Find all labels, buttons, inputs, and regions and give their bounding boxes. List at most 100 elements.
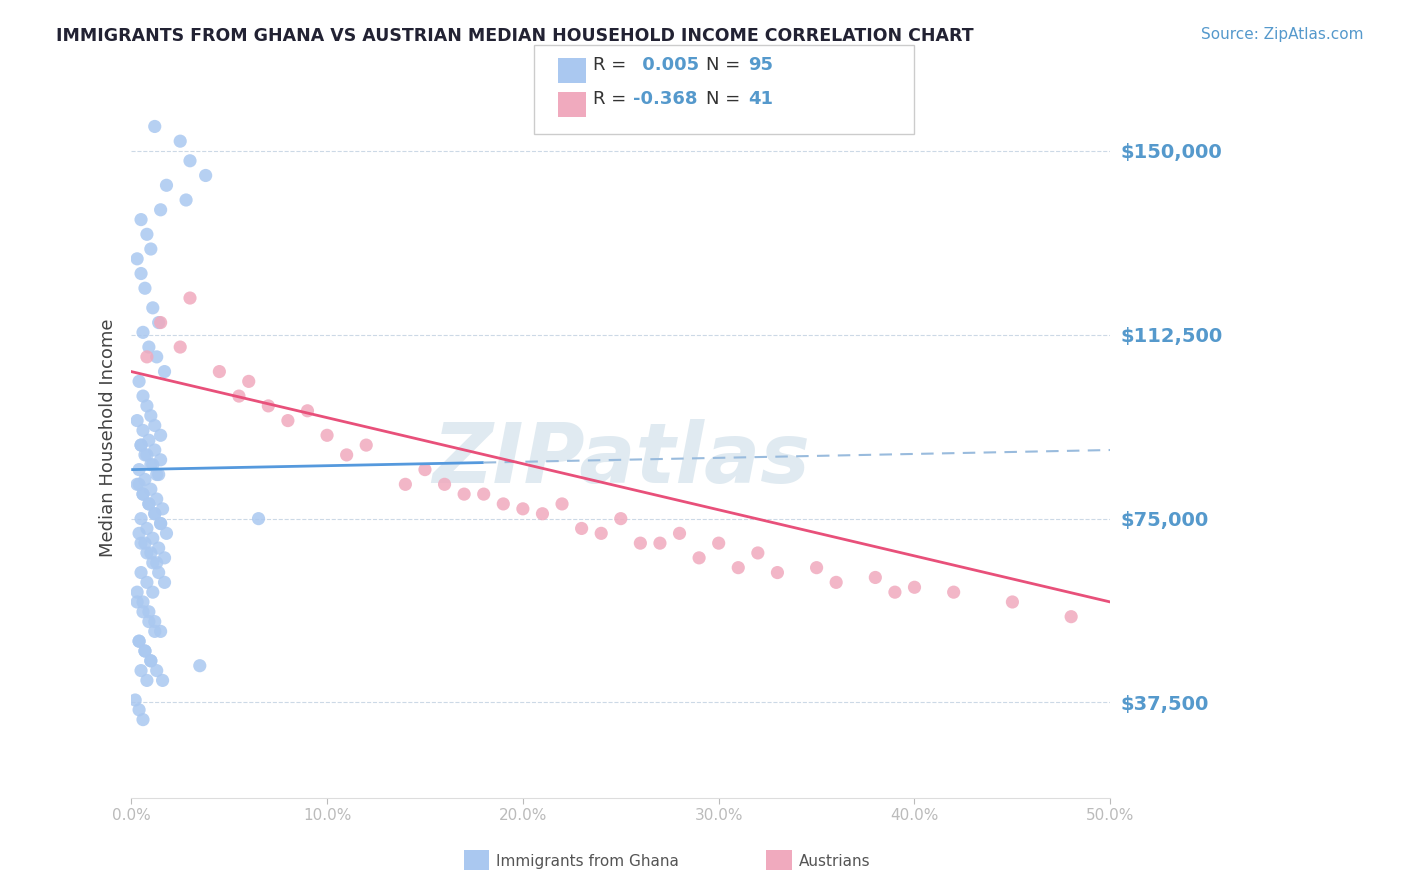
Point <box>143 615 166 629</box>
Point <box>707 536 730 550</box>
Point <box>143 624 166 639</box>
Text: ZIPatlas: ZIPatlas <box>432 419 810 500</box>
Point <box>129 438 152 452</box>
Point <box>134 448 156 462</box>
Point <box>132 389 155 403</box>
Point <box>128 526 150 541</box>
Point <box>135 399 157 413</box>
Point <box>591 526 613 541</box>
Point <box>149 624 172 639</box>
Point <box>129 566 152 580</box>
Point <box>492 497 515 511</box>
Point <box>942 585 965 599</box>
Point <box>134 644 156 658</box>
Point <box>257 399 280 413</box>
Point <box>142 531 165 545</box>
Point <box>277 414 299 428</box>
Point <box>1060 609 1083 624</box>
Point <box>155 526 177 541</box>
Point <box>124 693 146 707</box>
Point <box>142 301 165 315</box>
Point <box>531 507 554 521</box>
Text: 95: 95 <box>748 56 773 74</box>
Point <box>135 448 157 462</box>
Point <box>139 654 162 668</box>
Point <box>138 615 160 629</box>
Point <box>127 595 149 609</box>
Point <box>145 556 167 570</box>
Point <box>138 497 160 511</box>
Point <box>142 458 165 472</box>
Point <box>571 521 593 535</box>
Point <box>135 521 157 535</box>
Point <box>134 472 156 486</box>
Point <box>148 566 170 580</box>
Point <box>143 418 166 433</box>
Text: IMMIGRANTS FROM GHANA VS AUSTRIAN MEDIAN HOUSEHOLD INCOME CORRELATION CHART: IMMIGRANTS FROM GHANA VS AUSTRIAN MEDIAN… <box>56 27 974 45</box>
Y-axis label: Median Household Income: Median Household Income <box>100 318 117 557</box>
Point <box>145 491 167 506</box>
Point <box>903 580 925 594</box>
Point <box>132 713 155 727</box>
Point <box>138 434 160 448</box>
Point <box>149 316 172 330</box>
Point <box>512 501 534 516</box>
Point <box>134 536 156 550</box>
Point <box>139 242 162 256</box>
Point <box>135 673 157 688</box>
Text: 41: 41 <box>748 90 773 108</box>
Point <box>747 546 769 560</box>
Point <box>132 424 155 438</box>
Point <box>143 507 166 521</box>
Point <box>149 516 172 531</box>
Point <box>132 487 155 501</box>
Text: 0.005: 0.005 <box>636 56 699 74</box>
Point <box>297 404 319 418</box>
Point <box>152 673 174 688</box>
Point <box>139 546 162 560</box>
Point <box>142 556 165 570</box>
Point <box>179 153 201 168</box>
Point <box>129 536 152 550</box>
Point <box>127 414 149 428</box>
Point <box>238 375 260 389</box>
Point <box>228 389 250 403</box>
Point <box>188 658 211 673</box>
Point <box>132 595 155 609</box>
Point <box>143 442 166 457</box>
Point <box>139 409 162 423</box>
Point <box>128 462 150 476</box>
Point <box>129 511 152 525</box>
Point <box>134 644 156 658</box>
Point <box>727 560 749 574</box>
Point <box>128 634 150 648</box>
Text: Austrians: Austrians <box>799 854 870 869</box>
Point <box>128 375 150 389</box>
Point <box>129 664 152 678</box>
Point <box>472 487 495 501</box>
Point <box>648 536 671 550</box>
Point <box>688 550 710 565</box>
Point <box>354 438 377 452</box>
Point <box>169 340 191 354</box>
Point <box>806 560 828 574</box>
Point <box>149 452 172 467</box>
Point <box>179 291 201 305</box>
Point <box>155 178 177 193</box>
Point <box>129 438 152 452</box>
Text: R =: R = <box>593 56 633 74</box>
Point <box>139 482 162 496</box>
Point <box>145 467 167 482</box>
Point <box>142 585 165 599</box>
Point <box>149 202 172 217</box>
Point <box>174 193 197 207</box>
Point <box>453 487 475 501</box>
Point <box>138 497 160 511</box>
Point <box>127 477 149 491</box>
Point <box>825 575 848 590</box>
Point <box>143 120 166 134</box>
Point <box>247 511 270 525</box>
Point <box>128 477 150 491</box>
Point <box>139 654 162 668</box>
Point <box>394 477 416 491</box>
